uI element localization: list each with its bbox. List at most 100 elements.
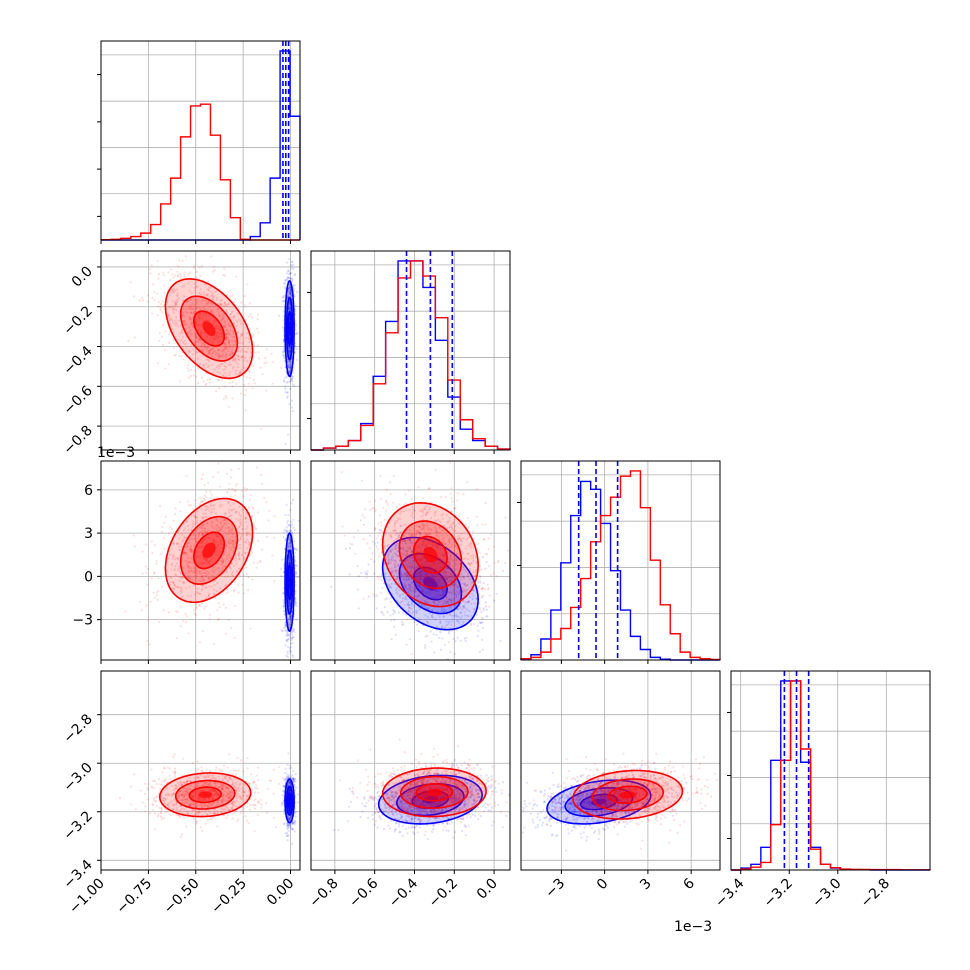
scatter-point: [212, 265, 215, 268]
scatter-point: [421, 573, 424, 576]
scatter-point: [384, 598, 387, 601]
scatter-point: [289, 650, 292, 653]
scatter-point: [406, 618, 409, 621]
scatter-point: [212, 571, 215, 574]
scatter-point: [487, 548, 490, 551]
scatter-point: [289, 562, 292, 565]
scatter-point: [245, 572, 248, 576]
scatter-point: [211, 540, 215, 543]
scatter-point: [400, 551, 403, 555]
scatter-point: [389, 614, 392, 617]
scatter-point: [206, 303, 209, 306]
scatter-point: [454, 640, 457, 643]
scatter-point: [228, 371, 231, 374]
scatter-point: [395, 547, 398, 550]
scatter-point: [400, 572, 403, 576]
scatter-point: [418, 572, 421, 575]
scatter-point: [138, 299, 141, 302]
scatter-point: [396, 592, 399, 595]
scatter-point: [219, 587, 222, 590]
scatter-point: [294, 584, 297, 587]
scatter-point: [217, 462, 220, 465]
scatter-point: [285, 634, 288, 638]
scatter-point: [233, 556, 236, 560]
scatter-point: [224, 343, 227, 346]
scatter-point: [215, 327, 218, 330]
scatter-point: [260, 482, 264, 485]
scatter-point: [290, 406, 294, 409]
scatter-point: [234, 511, 237, 514]
scatter-point: [429, 532, 432, 535]
scatter-point: [232, 590, 236, 593]
scatter-point: [450, 525, 453, 529]
scatter-point: [484, 553, 487, 556]
scatter-point: [290, 294, 293, 297]
scatter-point: [462, 575, 465, 578]
scatter-point: [202, 349, 205, 352]
scatter-point: [414, 575, 417, 578]
scatter-point: [411, 550, 414, 553]
scatter-point: [289, 615, 292, 618]
scatter-point: [285, 272, 288, 275]
scatter-point: [234, 511, 238, 514]
scatter-point: [189, 316, 192, 319]
scatter-point: [389, 550, 392, 553]
scatter-point: [195, 529, 198, 532]
scatter-point: [170, 564, 173, 567]
scatter-point: [421, 528, 424, 531]
scatter-point: [204, 536, 207, 539]
scatter-point: [148, 268, 152, 271]
scatter-point: [168, 316, 171, 320]
scatter-point: [466, 614, 469, 617]
scatter-point: [208, 319, 211, 322]
scatter-point: [234, 541, 237, 544]
scatter-point: [460, 533, 463, 536]
scatter-point: [203, 572, 206, 575]
scatter-point: [221, 557, 224, 560]
scatter-point: [231, 293, 235, 296]
scatter-point: [226, 304, 229, 307]
scatter-point: [372, 560, 375, 563]
scatter-point: [405, 575, 408, 578]
scatter-point: [461, 591, 464, 594]
scatter-point: [288, 290, 291, 293]
scatter-point: [211, 557, 214, 560]
scatter-point: [185, 520, 189, 523]
scatter-point: [220, 529, 223, 532]
scatter-point: [451, 500, 454, 503]
scatter-point: [432, 544, 435, 547]
scatter-point: [417, 544, 420, 547]
scatter-point: [249, 356, 252, 359]
scatter-point: [246, 487, 249, 491]
scatter-point: [171, 307, 174, 310]
scatter-point: [239, 335, 242, 339]
scatter-point: [382, 506, 385, 509]
scatter-point: [227, 526, 230, 529]
scatter-point: [446, 576, 449, 579]
scatter-point: [435, 542, 438, 545]
scatter-point: [208, 286, 211, 289]
scatter-point: [209, 301, 212, 304]
scatter-point: [156, 314, 159, 317]
scatter-point: [291, 654, 294, 657]
scatter-point: [201, 541, 204, 544]
scatter-point: [201, 532, 204, 535]
scatter-point: [240, 368, 243, 371]
scatter-point: [219, 505, 222, 508]
scatter-point: [441, 517, 444, 521]
scatter-point: [444, 542, 447, 546]
scatter-point: [369, 534, 372, 537]
scatter-point: [402, 554, 405, 557]
scatter-point: [286, 638, 290, 641]
scatter-point: [383, 606, 386, 609]
scatter-point: [225, 571, 228, 574]
scatter-point: [416, 623, 419, 626]
scatter-point: [287, 621, 290, 624]
scatter-point: [426, 615, 429, 618]
scatter-point: [223, 575, 227, 578]
scatter-point: [457, 608, 460, 611]
scatter-point: [385, 597, 388, 600]
scatter-point: [255, 528, 258, 531]
scatter-point: [234, 357, 237, 360]
scatter-point: [203, 538, 206, 541]
